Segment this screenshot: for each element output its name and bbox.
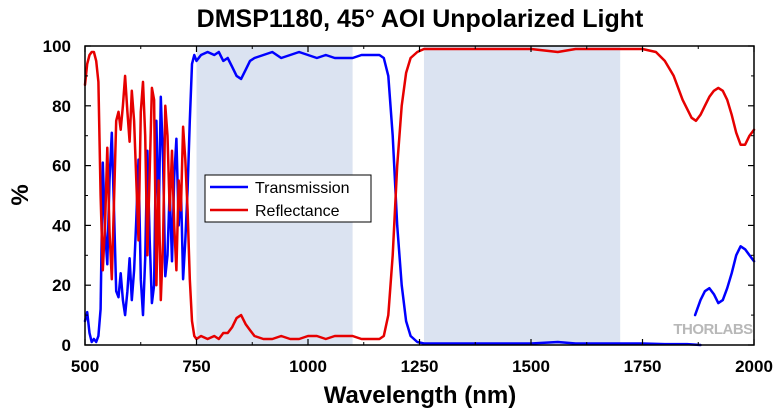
x-tick-labels: 500 750 1000 1250 1500 1750 2000 <box>71 357 773 376</box>
y-tick-labels: 0 20 40 60 80 100 <box>43 37 71 355</box>
chart-title: DMSP1180, 45° AOI Unpolarized Light <box>197 5 644 33</box>
series-reflectance <box>83 47 756 341</box>
y-tick-label: 40 <box>52 216 71 235</box>
x-tick-label: 1750 <box>624 357 662 376</box>
thorlabs-watermark: THORLABS <box>673 321 753 338</box>
legend-box <box>204 174 372 223</box>
x-tick-label: 1000 <box>289 357 327 376</box>
reflectance-line-0 <box>83 47 756 341</box>
shaded-region-1 <box>423 46 621 345</box>
legend-label-transmission: Transmission <box>255 180 350 197</box>
x-tick-label: 1250 <box>401 357 439 376</box>
axis-ticks <box>84 45 755 346</box>
y-tick-label: 80 <box>52 97 71 116</box>
series-transmission <box>83 50 756 347</box>
y-tick-label: 0 <box>62 336 71 355</box>
y-tick-label: 100 <box>43 37 71 56</box>
x-tick-label: 500 <box>71 357 99 376</box>
y-tick-label: 60 <box>52 157 71 176</box>
x-tick-label: 750 <box>182 357 210 376</box>
watermark-text: THORLABS <box>673 321 753 338</box>
transmission-line-0 <box>83 50 702 347</box>
legend-label-reflectance: Reflectance <box>255 203 340 220</box>
x-tick-label: 1500 <box>512 357 550 376</box>
legend: Transmission Reflectance <box>204 174 372 223</box>
x-axis-label: Wavelength (nm) <box>324 382 516 409</box>
x-tick-label: 2000 <box>735 357 773 376</box>
y-axis-label: % <box>7 184 34 205</box>
y-tick-label: 20 <box>52 276 71 295</box>
transmission-line-1 <box>693 245 756 317</box>
series-layer <box>83 47 756 347</box>
